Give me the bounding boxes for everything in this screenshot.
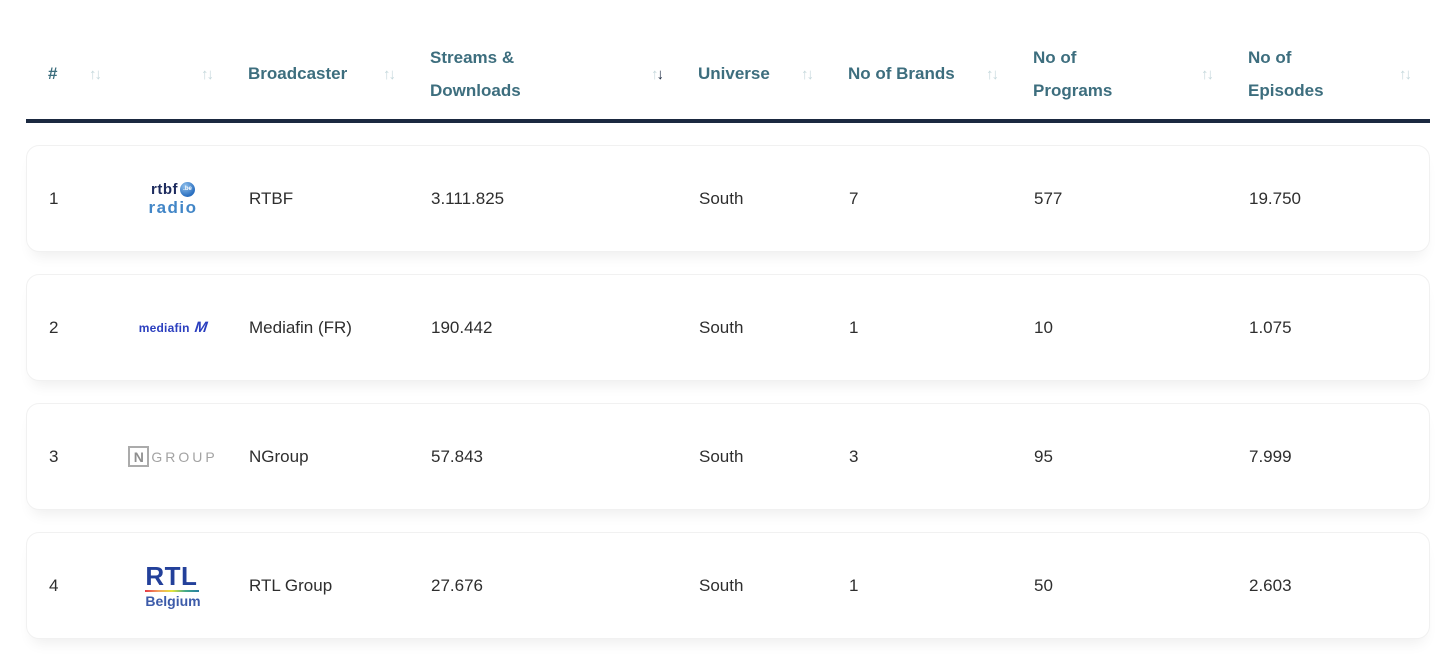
- sort-up-icon[interactable]: ↑: [651, 66, 659, 83]
- streams-cell: 190.442: [431, 317, 493, 337]
- table-row: 4 RTL Belgium RTL Group 27.676 South 1 5…: [26, 532, 1430, 639]
- logo-cell: N GROUP: [117, 446, 229, 467]
- brands-cell: 3: [849, 446, 859, 466]
- broadcaster-cell: Mediafin (FR): [249, 317, 352, 337]
- universe-cell: South: [699, 188, 744, 208]
- column-header-streams-downloads[interactable]: Streams & Downloads ↑ ↓: [410, 42, 678, 107]
- streams-cell: 27.676: [431, 575, 483, 595]
- rank-cell: 3: [49, 446, 59, 466]
- rtl-logo-text: RTL: [145, 561, 198, 591]
- broadcaster-cell: RTBF: [249, 188, 294, 208]
- column-header-logo[interactable]: ↑ ↓: [116, 67, 228, 82]
- rank-cell: 2: [49, 317, 59, 337]
- table-row: 2 mediafin M Mediafin (FR) 190.442 South…: [26, 274, 1430, 381]
- table-header-row: # ↑ ↓ ↑ ↓ Broadcaster ↑ ↓ Streams & Downloa…: [26, 0, 1430, 123]
- sort-down-icon[interactable]: ↓: [206, 66, 215, 83]
- sort-icon[interactable]: ↑ ↓: [986, 67, 999, 82]
- streams-cell: 57.843: [431, 446, 483, 466]
- sort-up-icon[interactable]: ↑: [801, 65, 809, 83]
- sort-icon[interactable]: ↑ ↓: [201, 67, 214, 82]
- sort-icon[interactable]: ↑ ↓: [1399, 67, 1412, 82]
- ngroup-logo: N GROUP: [128, 446, 217, 467]
- table-body: 1 rtbf .be radio RTBF 3.111.825 South 7 …: [26, 145, 1430, 639]
- brands-cell: 7: [849, 188, 859, 208]
- rtl-belgium-text: Belgium: [145, 593, 201, 609]
- episodes-cell: 1.075: [1249, 317, 1292, 337]
- streams-cell: 3.111.825: [431, 188, 505, 208]
- sort-down-icon[interactable]: ↓: [388, 65, 397, 83]
- universe-cell: South: [699, 446, 744, 466]
- column-label: Broadcaster: [248, 64, 348, 84]
- programs-cell: 50: [1034, 575, 1053, 595]
- sort-down-icon[interactable]: ↓: [991, 65, 1000, 83]
- sort-down-icon-active[interactable]: ↓: [656, 66, 665, 83]
- sort-down-icon[interactable]: ↓: [1206, 66, 1215, 83]
- brands-cell: 1: [849, 575, 859, 595]
- logo-cell: mediafin M: [117, 319, 229, 336]
- rtbf-radio-logo: rtbf .be radio: [148, 180, 198, 217]
- mediafin-logo: mediafin M: [138, 319, 210, 336]
- sort-down-icon[interactable]: ↓: [806, 65, 815, 83]
- programs-cell: 10: [1034, 317, 1053, 337]
- ngroup-n-box-icon: N: [128, 446, 150, 467]
- sort-up-icon[interactable]: ↑: [986, 65, 994, 83]
- sort-down-icon[interactable]: ↓: [1404, 66, 1413, 83]
- sort-icon-active-desc[interactable]: ↑ ↓: [651, 67, 664, 82]
- sort-up-icon[interactable]: ↑: [1399, 66, 1407, 83]
- broadcaster-table: # ↑ ↓ ↑ ↓ Broadcaster ↑ ↓ Streams & Downloa…: [26, 0, 1430, 639]
- rtl-belgium-logo: RTL Belgium: [145, 561, 201, 609]
- rtbf-logo-text: rtbf: [151, 180, 178, 198]
- rtbf-logo-radio-text: radio: [148, 197, 198, 217]
- column-header-no-of-brands[interactable]: No of Brands ↑ ↓: [828, 58, 1013, 90]
- sort-icon[interactable]: ↑ ↓: [1201, 67, 1214, 82]
- sort-up-icon[interactable]: ↑: [1201, 66, 1209, 83]
- rtbf-logo-top: rtbf .be: [148, 180, 197, 198]
- broadcaster-cell: NGroup: [249, 446, 309, 466]
- sort-icon[interactable]: ↑ ↓: [89, 67, 102, 82]
- ngroup-logo-text: GROUP: [151, 448, 218, 465]
- sort-up-icon[interactable]: ↑: [89, 65, 97, 83]
- rtl-rainbow-line-icon: [145, 590, 200, 592]
- brands-cell: 1: [849, 317, 859, 337]
- sort-icon[interactable]: ↑ ↓: [383, 67, 396, 82]
- sort-up-icon[interactable]: ↑: [201, 66, 209, 83]
- mediafin-logo-text: mediafin: [138, 320, 190, 335]
- episodes-cell: 19.750: [1249, 188, 1301, 208]
- rtbf-be-badge-icon: .be: [180, 181, 195, 197]
- column-label: #: [48, 64, 58, 84]
- episodes-cell: 2.603: [1249, 575, 1292, 595]
- column-header-no-of-programs[interactable]: No of Programs ↑ ↓: [1013, 42, 1228, 107]
- programs-cell: 95: [1034, 446, 1053, 466]
- broadcaster-cell: RTL Group: [249, 575, 333, 595]
- sort-up-icon[interactable]: ↑: [383, 65, 391, 83]
- column-label: Universe: [698, 64, 770, 84]
- logo-cell: rtbf .be radio: [117, 180, 229, 217]
- universe-cell: South: [699, 575, 744, 595]
- column-header-universe[interactable]: Universe ↑ ↓: [678, 58, 828, 90]
- column-label: Streams & Downloads: [430, 48, 521, 100]
- column-label: No of Episodes: [1248, 48, 1324, 100]
- column-header-rank[interactable]: # ↑ ↓: [26, 58, 116, 90]
- column-label: No of Programs: [1033, 48, 1113, 100]
- logo-cell: RTL Belgium: [117, 563, 229, 608]
- rank-cell: 4: [49, 575, 59, 595]
- mediafin-m-mark-icon: M: [191, 319, 210, 336]
- column-label: No of Brands: [848, 64, 955, 84]
- rank-cell: 1: [49, 188, 59, 208]
- sort-down-icon[interactable]: ↓: [94, 65, 103, 83]
- universe-cell: South: [699, 317, 744, 337]
- episodes-cell: 7.999: [1249, 446, 1292, 466]
- column-header-broadcaster[interactable]: Broadcaster ↑ ↓: [228, 58, 410, 90]
- table-row: 3 N GROUP NGroup 57.843 South 3 95 7.999: [26, 403, 1430, 510]
- sort-icon[interactable]: ↑ ↓: [801, 67, 814, 82]
- programs-cell: 577: [1034, 188, 1063, 208]
- column-header-no-of-episodes[interactable]: No of Episodes ↑ ↓: [1228, 42, 1426, 107]
- table-row: 1 rtbf .be radio RTBF 3.111.825 South 7 …: [26, 145, 1430, 252]
